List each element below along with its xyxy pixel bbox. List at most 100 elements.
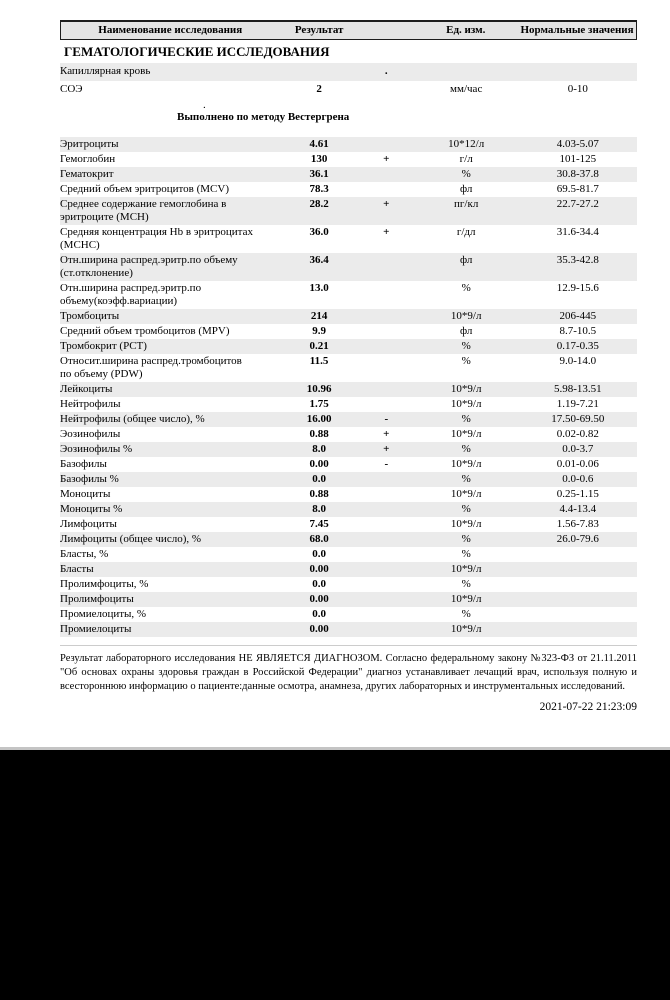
table-row: Лейкоциты 10.96 10*9/л 5.98-13.51 <box>60 382 637 397</box>
result-cell: 36.4 <box>309 254 329 266</box>
flag-cell: - <box>384 413 389 425</box>
table-row: Среднее содержание гемоглобина в эритроц… <box>60 197 637 225</box>
result-cell: 0.0 <box>312 578 326 590</box>
name-cell: Лимфоциты (общее число), % <box>60 533 202 545</box>
result-cell: 8.0 <box>312 443 326 455</box>
disclaimer-text: Результат лабораторного исследования НЕ … <box>60 645 637 694</box>
normal-cell <box>519 622 637 637</box>
table-row: Промиелоциты 0.00 10*9/л <box>60 622 637 637</box>
normal-cell <box>519 607 637 622</box>
table-row: Отн.ширина распред.эритр.по объему(коэфф… <box>60 281 637 309</box>
flag-cell: + <box>383 153 390 165</box>
normal-cell: 35.3-42.8 <box>556 254 599 266</box>
units-cell: 10*9/л <box>450 623 482 635</box>
flag-cell <box>359 397 414 412</box>
result-cell: 0.88 <box>309 488 329 500</box>
column-header-name: Наименование исследования <box>98 24 243 36</box>
name-cell: Средний объем эритроцитов (MCV) <box>60 183 230 195</box>
result-cell: 0.00 <box>309 458 329 470</box>
table-row: Нейтрофилы 1.75 10*9/л 1.19-7.21 <box>60 397 637 412</box>
units-cell: 10*12/л <box>448 138 485 150</box>
normal-cell: 1.19-7.21 <box>556 398 599 410</box>
normal-cell: 69.5-81.7 <box>556 183 599 195</box>
normal-cell: 26.0-79.6 <box>556 533 599 545</box>
result-cell: 4.61 <box>309 138 329 150</box>
units-cell: % <box>461 473 471 485</box>
units-cell: % <box>461 578 471 590</box>
normal-cell: 5.98-13.51 <box>554 383 602 395</box>
name-cell: Гематокрит <box>60 168 114 180</box>
table-row: Гематокрит 36.1% 30.8-37.8 <box>60 167 637 182</box>
units-cell: % <box>461 443 471 455</box>
normal-cell <box>519 577 637 592</box>
flag-cell <box>359 354 414 382</box>
name-cell: Эозинофилы <box>60 428 121 440</box>
normal-cell: 0.01-0.06 <box>556 458 599 470</box>
name-cell: Средняя концентрация Hb в эритроцитах (M… <box>60 226 253 251</box>
units-cell: фл <box>460 183 473 195</box>
result-cell: 0.00 <box>309 593 329 605</box>
table-row: СОЭ 2 мм/час 0-10 <box>60 81 637 99</box>
units-cell: % <box>461 340 471 352</box>
units-cell: 10*9/л <box>450 488 482 500</box>
table-row: Базофилы 0.00 - 10*9/л 0.01-0.06 <box>60 457 637 472</box>
normal-cell: 9.0-14.0 <box>559 355 597 367</box>
name-cell: Средний объем тромбоцитов (MPV) <box>60 325 230 337</box>
units-cell: фл <box>460 254 473 266</box>
column-header-units: Ед. изм. <box>446 24 486 36</box>
units-cell: мм/час <box>450 83 483 95</box>
flag-cell <box>359 253 414 281</box>
units-cell: 10*9/л <box>450 563 482 575</box>
normal-cell: 0.0-3.7 <box>562 443 594 455</box>
result-cell: 9.9 <box>312 325 326 337</box>
table-row: Эозинофилы % 8.0 +% 0.0-3.7 <box>60 442 637 457</box>
result-cell: 78.3 <box>309 183 329 195</box>
units-cell: % <box>461 168 471 180</box>
results-table: Эритроциты 4.61 10*12/л 4.03-5.07 Гемоглобин… <box>60 137 637 637</box>
flag-cell: + <box>383 443 390 455</box>
normal-cell: 0-10 <box>567 83 588 95</box>
report-timestamp: 2021-07-22 21:23:09 <box>539 701 637 713</box>
table-row: Эритроциты 4.61 10*12/л 4.03-5.07 <box>60 137 637 152</box>
table-row: Моноциты % 8.0% 4.4-13.4 <box>60 502 637 517</box>
name-cell: Капиллярная кровь <box>60 65 151 77</box>
flag-cell <box>359 182 414 197</box>
flag-cell <box>359 562 414 577</box>
name-cell: Лейкоциты <box>60 383 113 395</box>
result-cell: 0.0 <box>312 608 326 620</box>
method-note-dot: . <box>203 99 206 111</box>
units-cell <box>414 63 519 81</box>
result-cell: 7.45 <box>309 518 329 530</box>
normal-cell: 0.0-0.6 <box>562 473 594 485</box>
result-cell: 10.96 <box>306 383 332 395</box>
name-cell: Нейтрофилы <box>60 398 121 410</box>
result-cell: 0.00 <box>309 563 329 575</box>
table-row: Пролимфоциты, % 0.0% <box>60 577 637 592</box>
name-cell: Эритроциты <box>60 138 119 150</box>
name-cell: Пролимфоциты <box>60 593 134 605</box>
results-table-body: Эритроциты 4.61 10*12/л 4.03-5.07 Гемоглобин… <box>60 137 637 637</box>
flag-cell <box>359 382 414 397</box>
result-cell: 2 <box>316 83 322 95</box>
normal-cell: 1.56-7.83 <box>556 518 599 530</box>
table-row: Капиллярная кровь. <box>60 63 637 81</box>
flag-cell <box>359 577 414 592</box>
normal-cell <box>519 592 637 607</box>
normal-cell: 30.8-37.8 <box>556 168 599 180</box>
flag-cell <box>359 502 414 517</box>
normal-cell: 0.02-0.82 <box>556 428 599 440</box>
method-note-text: Выполнено по методу Вестергрена <box>177 111 350 123</box>
table-row: Лимфоциты 7.45 10*9/л 1.56-7.83 <box>60 517 637 532</box>
flag-cell <box>359 517 414 532</box>
units-cell: 10*9/л <box>450 593 482 605</box>
table-row: Средняя концентрация Hb в эритроцитах (M… <box>60 225 637 253</box>
name-cell: Относит.ширина распред.тромбоцитов по об… <box>60 355 242 380</box>
result-cell: 214 <box>310 310 328 322</box>
units-cell: 10*9/л <box>450 383 482 395</box>
units-cell: 10*9/л <box>450 310 482 322</box>
normal-cell: 8.7-10.5 <box>559 325 597 337</box>
normal-cell: 17.50-69.50 <box>551 413 605 425</box>
flag-cell: + <box>383 226 390 238</box>
flag-cell <box>359 167 414 182</box>
table-row: Относит.ширина распред.тромбоцитов по об… <box>60 354 637 382</box>
